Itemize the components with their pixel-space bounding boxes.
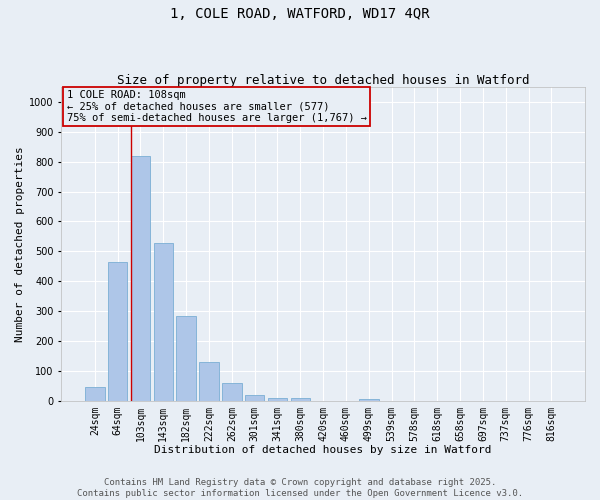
Bar bbox=[108, 262, 127, 400]
Bar bbox=[131, 156, 150, 400]
Text: 1 COLE ROAD: 108sqm
← 25% of detached houses are smaller (577)
75% of semi-detac: 1 COLE ROAD: 108sqm ← 25% of detached ho… bbox=[67, 90, 367, 124]
Bar bbox=[199, 362, 218, 401]
Y-axis label: Number of detached properties: Number of detached properties bbox=[15, 146, 25, 342]
Bar bbox=[85, 386, 104, 400]
Bar bbox=[359, 399, 379, 400]
Text: 1, COLE ROAD, WATFORD, WD17 4QR: 1, COLE ROAD, WATFORD, WD17 4QR bbox=[170, 8, 430, 22]
Title: Size of property relative to detached houses in Watford: Size of property relative to detached ho… bbox=[117, 74, 529, 87]
Bar bbox=[222, 383, 242, 400]
X-axis label: Distribution of detached houses by size in Watford: Distribution of detached houses by size … bbox=[154, 445, 492, 455]
Bar bbox=[176, 316, 196, 400]
Bar bbox=[154, 244, 173, 400]
Bar bbox=[268, 398, 287, 400]
Text: Contains HM Land Registry data © Crown copyright and database right 2025.
Contai: Contains HM Land Registry data © Crown c… bbox=[77, 478, 523, 498]
Bar bbox=[245, 394, 265, 400]
Bar bbox=[290, 398, 310, 400]
